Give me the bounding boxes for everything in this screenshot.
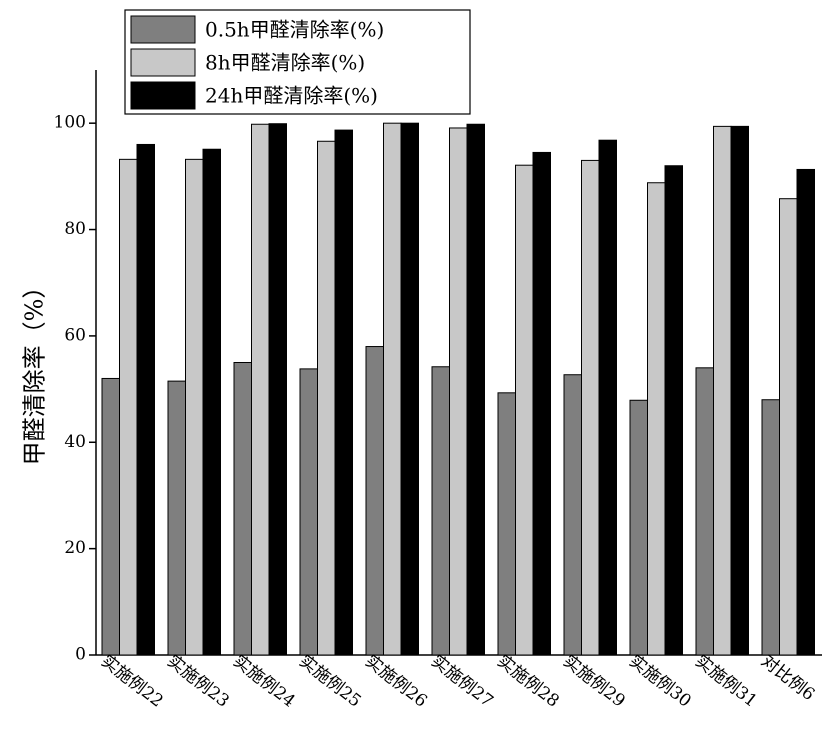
x-tick-label: 实施例30: [625, 651, 695, 711]
bar-0-3: [300, 369, 318, 655]
x-tick-label: 实施例27: [427, 651, 497, 711]
bar-0-10: [762, 400, 780, 655]
y-ticks: 0 20 40 60 80 100: [54, 113, 96, 665]
bar-0-4: [366, 347, 384, 655]
x-tick-label: 实施例29: [559, 651, 629, 711]
bar-1-1: [186, 159, 204, 655]
bar-2-1: [203, 149, 221, 655]
x-tick-label: 实施例25: [295, 651, 365, 711]
bar-2-4: [401, 123, 419, 655]
x-tick-label: 实施例28: [493, 651, 563, 711]
x-tick-label: 对比例6: [757, 651, 818, 705]
y-tick-label: 80: [64, 219, 86, 239]
bar-0-0: [102, 378, 120, 655]
bar-0-7: [564, 375, 582, 655]
bar-2-2: [269, 124, 287, 655]
bar-0-8: [630, 400, 648, 655]
bar-1-5: [450, 128, 468, 655]
bar-1-6: [516, 165, 534, 655]
bar-1-7: [582, 160, 600, 655]
x-tick-label: 实施例24: [229, 651, 299, 711]
bar-1-3: [318, 141, 336, 655]
x-tick-label: 实施例23: [163, 651, 233, 711]
bar-1-10: [780, 199, 798, 655]
legend-swatch-2: [131, 82, 195, 109]
bar-2-6: [533, 152, 551, 655]
bars: [102, 123, 815, 655]
x-tick-label: 实施例31: [691, 651, 761, 711]
bar-0-6: [498, 393, 516, 655]
bar-0-1: [168, 381, 186, 655]
legend-label-2: 24h甲醛清除率(%): [205, 84, 378, 108]
x-tick-label: 实施例22: [97, 651, 167, 711]
y-tick-label: 100: [54, 113, 86, 133]
x-tick-label: 实施例26: [361, 651, 431, 711]
bar-0-9: [696, 368, 714, 655]
bar-2-3: [335, 130, 353, 655]
bar-2-8: [665, 166, 683, 655]
y-tick-label: 0: [75, 645, 86, 665]
legend-label-1: 8h甲醛清除率(%): [205, 51, 365, 75]
bar-2-10: [797, 169, 815, 655]
legend-swatch-0: [131, 16, 195, 43]
y-tick-label: 60: [64, 325, 86, 345]
bar-2-9: [731, 126, 749, 655]
legend-label-0: 0.5h甲醛清除率(%): [205, 18, 384, 42]
bar-0-2: [234, 363, 252, 656]
bar-1-0: [120, 159, 138, 655]
x-labels: 实施例22实施例23实施例24实施例25实施例26实施例27实施例28实施例29…: [97, 651, 818, 711]
bar-1-9: [714, 126, 732, 655]
y-axis-label: 甲醛清除率（%）: [21, 275, 49, 466]
bar-1-2: [252, 124, 270, 655]
bar-2-5: [467, 124, 485, 655]
y-tick-label: 40: [64, 432, 86, 452]
bar-1-8: [648, 183, 666, 655]
legend: 0.5h甲醛清除率(%) 8h甲醛清除率(%) 24h甲醛清除率(%): [125, 10, 470, 114]
bar-2-7: [599, 140, 617, 655]
legend-swatch-1: [131, 49, 195, 76]
bar-2-0: [137, 144, 155, 655]
bar-1-4: [384, 123, 402, 655]
y-tick-label: 20: [64, 538, 86, 558]
bar-0-5: [432, 367, 450, 655]
